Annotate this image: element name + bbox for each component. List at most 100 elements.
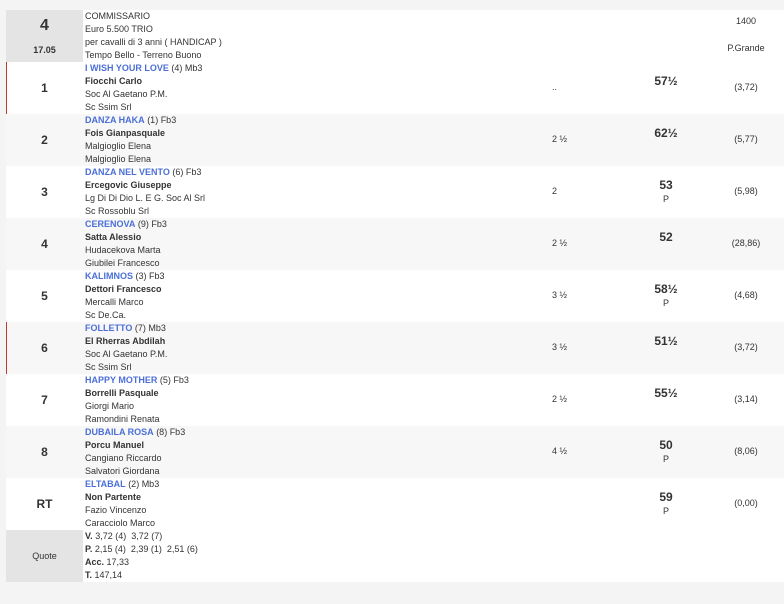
race-title: COMMISSARIO: [85, 11, 151, 21]
finish-position: 7: [41, 393, 48, 407]
weight: 50 P: [646, 438, 686, 466]
weight-value: 50: [659, 438, 673, 452]
trio-label: T.: [85, 570, 93, 580]
trainer: Mercalli Marco: [85, 297, 144, 307]
runner-info: HAPPY MOTHER (5) Fb3 Borrelli Pasquale G…: [85, 374, 189, 426]
jockey: Porcu Manuel: [85, 440, 145, 450]
horse-extra: (9) Fb3: [137, 219, 167, 229]
weight: 62½: [646, 126, 686, 140]
jockey: El Rherras Abdilah: [85, 336, 166, 346]
finish-position: 3: [41, 185, 48, 199]
horse-name-link[interactable]: CERENOVA: [85, 219, 136, 229]
finish-position: 4: [41, 237, 48, 251]
trainer: Soc Al Gaetano P.M.: [85, 89, 168, 99]
weight-value: 51½: [654, 334, 678, 348]
weight: 52: [646, 230, 686, 244]
horse-name-link[interactable]: FOLLETTO: [85, 323, 133, 333]
runner-row: 3 DANZA NEL VENTO (6) Fb3 Ercegovic Gius…: [6, 166, 784, 218]
quote-label: Quote: [6, 530, 83, 582]
horse-extra: (6) Fb3: [172, 167, 202, 177]
runner-info: CERENOVA (9) Fb3 Satta Alessio Hudacekov…: [85, 218, 167, 270]
horse-extra: (1) Fb3: [147, 115, 177, 125]
finish-position: 2: [41, 133, 48, 147]
weight: 57½: [646, 74, 686, 88]
runner-row: 8 DUBAILA ROSA (8) Fb3 Porcu Manuel Cang…: [6, 426, 784, 478]
finish-position: 1: [41, 81, 48, 95]
race-header: 4 17.05 COMMISSARIO Euro 5.500 TRIO per c…: [6, 10, 784, 62]
runner-info: I WISH YOUR LOVE (4) Mb3 Fiocchi Carlo S…: [85, 62, 202, 114]
race-distance: 1400: [735, 16, 757, 26]
trainer: Lg Di Di Dio L. E G. Soc Al Srl: [85, 193, 206, 203]
weight: 53 P: [646, 178, 686, 206]
jockey: Non Partente: [85, 492, 142, 502]
owner: Sc Ssim Srl: [85, 362, 132, 372]
horse-name-link[interactable]: ELTABAL: [85, 479, 126, 489]
trainer: Fazio Vincenzo: [85, 505, 147, 515]
finish-position: 6: [41, 341, 48, 355]
horse-extra: (4) Mb3: [171, 63, 203, 73]
race-info: COMMISSARIO Euro 5.500 TRIO per cavalli …: [85, 10, 222, 62]
weight-value: 59: [659, 490, 673, 504]
weight-value: 55½: [654, 386, 678, 400]
owner: Sc Rossoblu Srl: [85, 206, 150, 216]
quote-row: Quote V. 3,72 (4) 3,72 (7) P. 2,15 (4) 2…: [6, 530, 784, 582]
runner-row: 4 CERENOVA (9) Fb3 Satta Alessio Hudacek…: [6, 218, 784, 270]
runner-row: 7 HAPPY MOTHER (5) Fb3 Borrelli Pasquale…: [6, 374, 784, 426]
runner-info: KALIMNOS (3) Fb3 Dettori Francesco Merca…: [85, 270, 165, 322]
weight-note: P: [662, 454, 669, 464]
owner: Malgioglio Elena: [85, 154, 152, 164]
distance-margin: 4 ½: [552, 446, 568, 456]
trainer: Malgioglio Elena: [85, 141, 152, 151]
odds: (0,00): [734, 498, 758, 508]
odds: (3,72): [734, 82, 758, 92]
race-number: 4: [40, 17, 49, 34]
horse-extra: (2) Mb3: [128, 479, 160, 489]
weight-value: 62½: [654, 126, 678, 140]
weight-value: 58½: [654, 282, 678, 296]
acc-odds: 17,33: [106, 557, 130, 567]
jockey: Fois Gianpasquale: [85, 128, 166, 138]
runner-info: DUBAILA ROSA (8) Fb3 Porcu Manuel Cangia…: [85, 426, 185, 478]
place-odds: 2,15 (4) 2,39 (1) 2,51 (6): [94, 544, 198, 554]
jockey: Borrelli Pasquale: [85, 388, 159, 398]
race-conditions: per cavalli di 3 anni ( HANDICAP ): [85, 37, 222, 47]
weight-value: 53: [659, 178, 673, 192]
place-label: P.: [85, 544, 93, 554]
horse-extra: (8) Fb3: [156, 427, 186, 437]
trio-odds: 147,14: [94, 570, 123, 580]
horse-name-link[interactable]: KALIMNOS: [85, 271, 133, 281]
horse-name-link[interactable]: DUBAILA ROSA: [85, 427, 154, 437]
horse-name-link[interactable]: DANZA NEL VENTO: [85, 167, 170, 177]
odds: (28,86): [731, 238, 761, 248]
odds: (3,14): [734, 394, 758, 404]
distance-margin: 3 ½: [552, 290, 568, 300]
weight-value: 57½: [654, 74, 678, 88]
owner: Sc De.Ca.: [85, 310, 127, 320]
horse-extra: (3) Fb3: [135, 271, 165, 281]
horse-name-link[interactable]: HAPPY MOTHER: [85, 375, 158, 385]
trainer: Hudacekova Marta: [85, 245, 161, 255]
runner-info: DANZA NEL VENTO (6) Fb3 Ercegovic Giusep…: [85, 166, 205, 218]
distance-margin: ..: [552, 82, 558, 92]
owner: Caracciolo Marco: [85, 518, 156, 528]
win-odds: 3,72 (4) 3,72 (7): [95, 531, 163, 541]
acc-label: Acc.: [85, 557, 105, 567]
trainer: Cangiano Riccardo: [85, 453, 162, 463]
weight-note: P: [662, 194, 669, 204]
win-label: V.: [85, 531, 93, 541]
horse-name-link[interactable]: DANZA HAKA: [85, 115, 145, 125]
race-weather: Tempo Bello - Terreno Buono: [85, 50, 202, 60]
race-prize: Euro 5.500 TRIO: [85, 24, 153, 34]
distance-margin: 2 ½: [552, 134, 568, 144]
owner: Salvatori Giordana: [85, 466, 160, 476]
runner-row: RT ELTABAL (2) Mb3 Non Partente Fazio Vi…: [6, 478, 784, 530]
weight: 59 P: [646, 490, 686, 518]
race-number-cell: 4 17.05: [6, 10, 83, 62]
weight-note: P: [662, 298, 669, 308]
runner-row: 6 FOLLETTO (7) Mb3 El Rherras Abdilah So…: [6, 322, 784, 374]
horse-name-link[interactable]: I WISH YOUR LOVE: [85, 63, 169, 73]
distance-margin: 2: [552, 186, 558, 196]
quote-info: V. 3,72 (4) 3,72 (7) P. 2,15 (4) 2,39 (1…: [85, 530, 198, 582]
race-results-table: 4 17.05 COMMISSARIO Euro 5.500 TRIO per c…: [6, 10, 784, 582]
finish-position: 5: [41, 289, 48, 303]
